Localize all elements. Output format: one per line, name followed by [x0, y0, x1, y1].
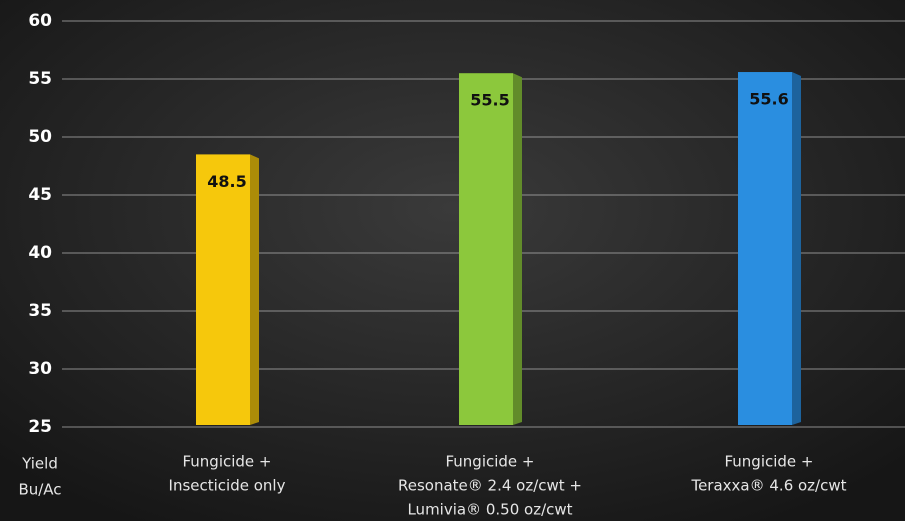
bar [738, 72, 792, 425]
y-tick-label: 55 [28, 69, 52, 89]
x-tick-label: Fungicide + [182, 453, 271, 471]
bar [459, 73, 513, 425]
x-tick-label: Teraxxa® 4.6 oz/cwt [690, 477, 846, 495]
x-tick-label: Lumivia® 0.50 oz/cwt [407, 501, 572, 519]
y-tick-label: 30 [28, 359, 52, 379]
x-tick-label: Insecticide only [169, 477, 286, 495]
y-tick-label: 60 [28, 11, 52, 31]
y-tick-label: 40 [28, 243, 52, 263]
y-tick-label: 50 [28, 127, 52, 147]
bar-side [250, 154, 259, 425]
y-axis-label: Yield [21, 455, 58, 473]
value-label: 55.5 [470, 91, 509, 110]
y-tick-label: 35 [28, 301, 52, 321]
x-tick-label: Fungicide + [724, 453, 813, 471]
y-tick-label: 45 [28, 185, 52, 205]
bar-side [513, 73, 522, 425]
value-label: 48.5 [207, 172, 246, 191]
y-tick-label: 25 [28, 417, 52, 437]
bar-side [792, 72, 801, 425]
bar [196, 154, 250, 425]
x-tick-label: Resonate® 2.4 oz/cwt + [398, 477, 582, 495]
x-tick-label: Fungicide + [445, 453, 534, 471]
y-axis-label: Bu/Ac [18, 481, 61, 499]
value-label: 55.6 [749, 90, 788, 109]
